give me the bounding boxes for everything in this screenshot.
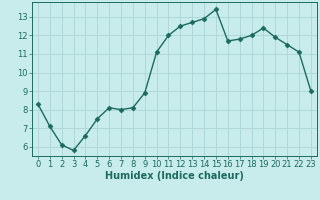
X-axis label: Humidex (Indice chaleur): Humidex (Indice chaleur) (105, 171, 244, 181)
